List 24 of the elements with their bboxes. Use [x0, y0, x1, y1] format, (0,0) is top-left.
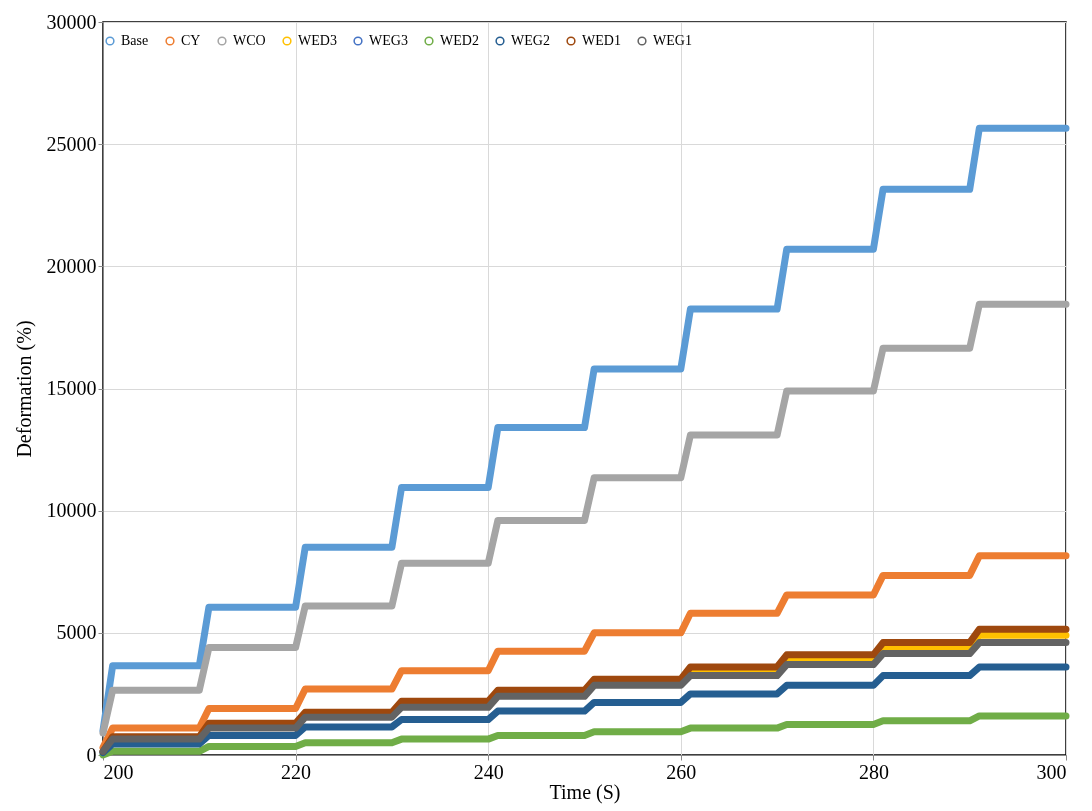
y-tick-label: 15000 [46, 377, 97, 399]
y-tick-label: 30000 [46, 10, 97, 33]
x-axis-title: Time (S) [549, 780, 621, 804]
legend-label: WEG1 [653, 33, 692, 48]
legend-label: Base [121, 33, 149, 48]
y-tick-label: 10000 [46, 499, 97, 522]
x-tick-label: 240 [473, 760, 504, 783]
y-tick-label: 20000 [46, 254, 97, 277]
x-tick-label: 220 [281, 760, 312, 783]
x-tick-label: 300 [1036, 760, 1067, 783]
legend-label: WCO [233, 33, 266, 48]
legend-label: WEG3 [369, 33, 408, 48]
legend-label: WED1 [582, 33, 621, 48]
y-tick-label: 25000 [46, 132, 97, 155]
y-tick-label: 0 [86, 743, 97, 766]
legend-label: WED3 [298, 33, 337, 48]
legend-label: CY [181, 33, 201, 48]
x-tick-label: 260 [666, 760, 697, 783]
y-axis-title: Deformation (%) [12, 320, 36, 458]
y-tick-label: 5000 [56, 621, 97, 644]
x-tick-label: 200 [103, 760, 134, 783]
legend-label: WED2 [440, 33, 479, 48]
x-tick-label: 280 [858, 760, 889, 783]
legend-label: WEG2 [511, 33, 550, 48]
